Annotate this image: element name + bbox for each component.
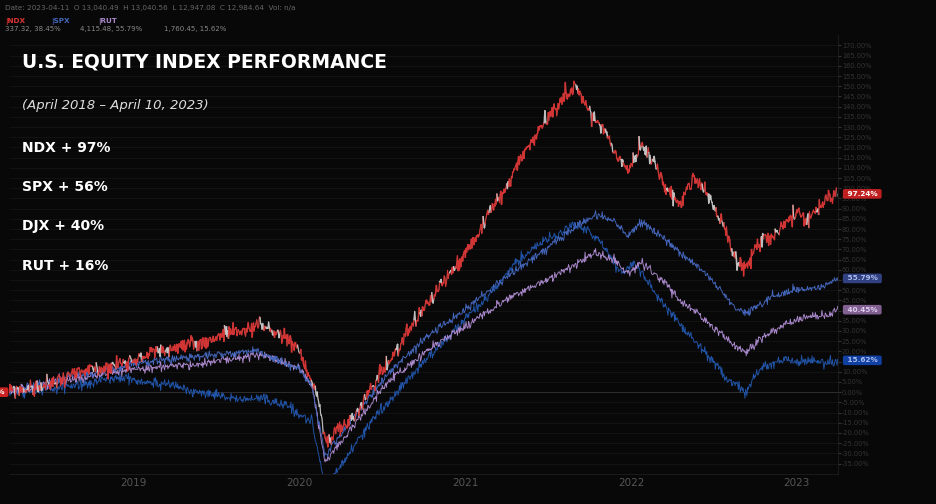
- Text: |NDX: |NDX: [5, 18, 25, 25]
- Text: |SPX: |SPX: [51, 18, 70, 25]
- Text: 337.32, 38.45%: 337.32, 38.45%: [5, 26, 61, 32]
- Text: (April 2018 – April 10, 2023): (April 2018 – April 10, 2023): [22, 99, 209, 112]
- Text: NDX + 97%: NDX + 97%: [22, 141, 110, 155]
- Text: U.S. EQUITY INDEX PERFORMANCE: U.S. EQUITY INDEX PERFORMANCE: [22, 53, 387, 72]
- Text: 4,115.48, 55.79%: 4,115.48, 55.79%: [80, 26, 142, 32]
- Text: SPX + 56%: SPX + 56%: [22, 180, 108, 194]
- Text: DJX + 40%: DJX + 40%: [22, 219, 104, 233]
- Text: 0.00%: 0.00%: [0, 389, 7, 395]
- Text: 1,760.45, 15.62%: 1,760.45, 15.62%: [164, 26, 227, 32]
- Text: 97.24%: 97.24%: [844, 191, 880, 197]
- Text: 40.45%: 40.45%: [844, 307, 880, 312]
- Text: 15.62%: 15.62%: [844, 357, 880, 363]
- Text: |RUT: |RUT: [98, 18, 117, 25]
- Text: Date: 2023-04-11  O 13,040.49  H 13,040.56  L 12,947.08  C 12,984.64  Vol: n/a: Date: 2023-04-11 O 13,040.49 H 13,040.56…: [5, 5, 295, 11]
- Text: 55.79%: 55.79%: [844, 275, 880, 281]
- Text: RUT + 16%: RUT + 16%: [22, 259, 109, 273]
